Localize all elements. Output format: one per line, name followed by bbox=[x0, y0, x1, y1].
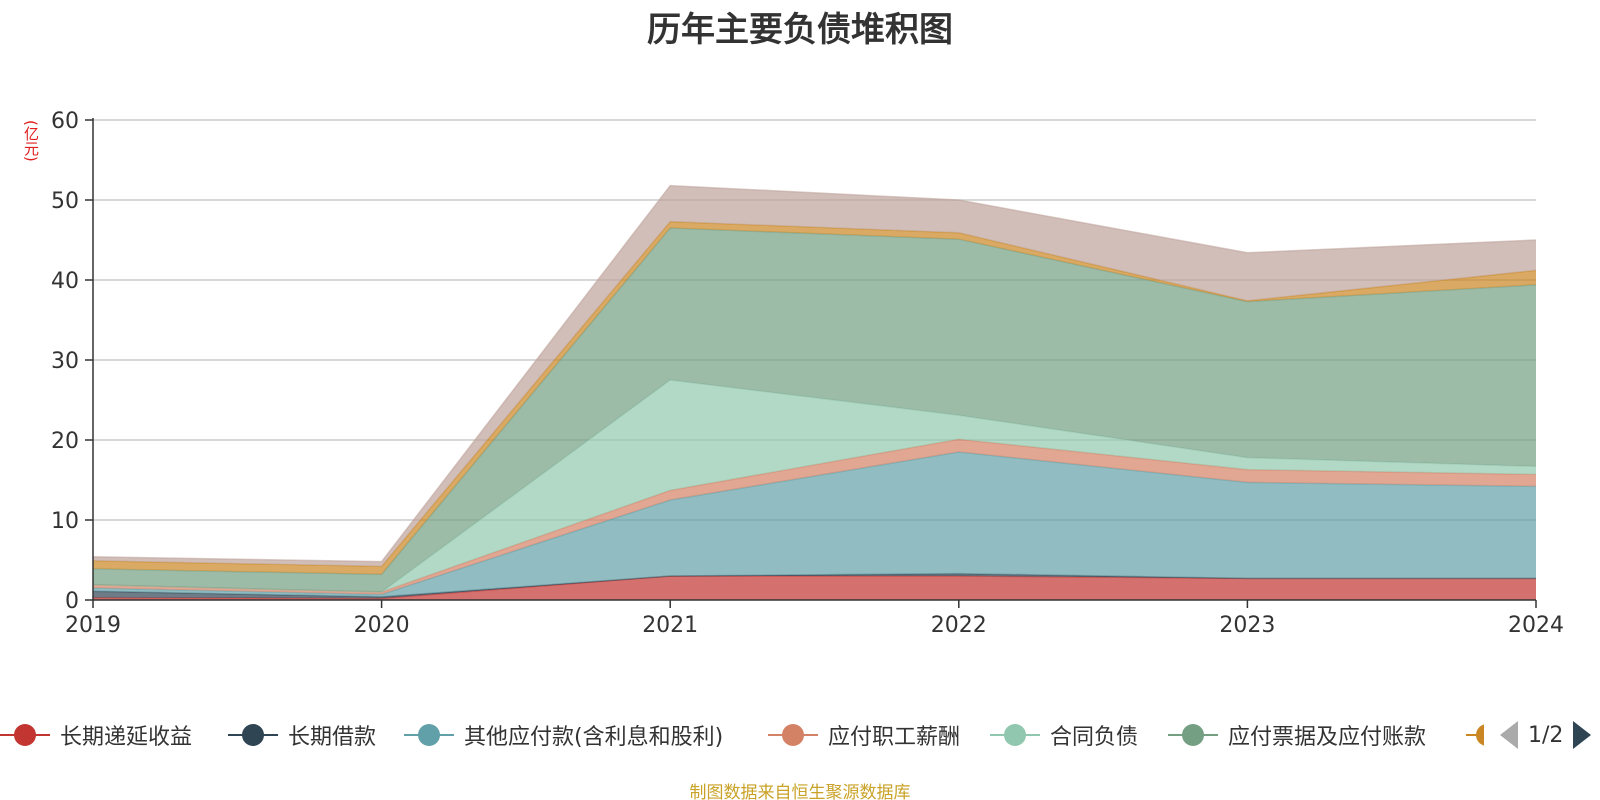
stacked-areas bbox=[92, 184, 1537, 600]
legend-item[interactable]: 应付票据及应付账款 bbox=[1168, 718, 1426, 752]
legend-item[interactable]: 长期借款 bbox=[228, 718, 376, 752]
y-tick-label: 0 bbox=[65, 589, 79, 614]
legend-marker-icon bbox=[990, 723, 1040, 747]
area-series-3[interactable] bbox=[93, 439, 1536, 595]
y-axis-unit-label: (亿元) bbox=[22, 120, 40, 162]
legend-marker-icon bbox=[0, 723, 50, 747]
legend-label: 应付职工薪酬 bbox=[828, 725, 961, 750]
chart-plot-area: 0 10 20 30 40 50 60 2019 2020 2021 2022 2023 2024 bbox=[51, 109, 1564, 638]
legend-overflow-marker bbox=[1466, 718, 1484, 752]
x-tick-label: 2020 bbox=[354, 613, 410, 638]
legend-item[interactable]: 合同负债 bbox=[990, 718, 1138, 752]
legend-label: 合同负债 bbox=[1050, 725, 1139, 750]
legend-label: 长期递延收益 bbox=[60, 725, 193, 750]
axes: 0 10 20 30 40 50 60 2019 2020 2021 2022 2023 2024 bbox=[51, 109, 1564, 638]
legend-label: 应付票据及应付账款 bbox=[1228, 725, 1427, 750]
legend-label: 其他应付款(含利息和股利) bbox=[464, 725, 724, 750]
x-tick-label: 2023 bbox=[1219, 613, 1275, 638]
legend-marker-icon bbox=[404, 723, 454, 747]
legend-prev-page-icon[interactable] bbox=[1500, 721, 1518, 749]
legend-item[interactable]: 其他应付款(含利息和股利) bbox=[404, 718, 723, 752]
y-tick-label: 40 bbox=[51, 269, 79, 294]
x-tick-label: 2021 bbox=[642, 613, 698, 638]
area-series-7[interactable] bbox=[93, 185, 1536, 567]
legend-pager: 1/2 bbox=[1500, 718, 1600, 752]
legend-next-page-icon[interactable] bbox=[1573, 721, 1592, 749]
legend-item[interactable]: 应付职工薪酬 bbox=[768, 718, 960, 752]
area-series-5[interactable] bbox=[93, 228, 1536, 592]
area-series-4[interactable] bbox=[93, 380, 1536, 592]
area-series-2[interactable] bbox=[93, 452, 1536, 597]
y-tick-label: 10 bbox=[51, 509, 79, 534]
chart-title: 历年主要负债堆积图 bbox=[647, 10, 953, 50]
x-tick-label: 2019 bbox=[65, 613, 121, 638]
legend-item[interactable]: 长期递延收益 bbox=[0, 718, 192, 752]
legend-marker-icon bbox=[228, 723, 278, 747]
legend: 长期递延收益 长期借款 其他应付款(含利息和股利) 应付职工薪酬 合同负债 应付票据及应付… bbox=[0, 718, 1600, 752]
legend-label: 长期借款 bbox=[288, 725, 377, 750]
x-tick-label: 2022 bbox=[931, 613, 987, 638]
legend-page-indicator: 1/2 bbox=[1528, 722, 1564, 748]
y-tick-label: 30 bbox=[51, 349, 79, 374]
y-tick-label: 60 bbox=[51, 109, 79, 134]
data-source-note: 制图数据来自恒生聚源数据库 bbox=[689, 783, 911, 800]
y-tick-label: 50 bbox=[51, 189, 79, 214]
area-series-6[interactable] bbox=[93, 221, 1536, 575]
y-tick-label: 20 bbox=[51, 429, 79, 454]
x-tick-label: 2024 bbox=[1508, 613, 1564, 638]
legend-marker-icon bbox=[1168, 723, 1218, 747]
area-series-edge-7 bbox=[92, 184, 1537, 563]
legend-marker-icon bbox=[768, 723, 818, 747]
area-series-0[interactable] bbox=[93, 576, 1536, 600]
